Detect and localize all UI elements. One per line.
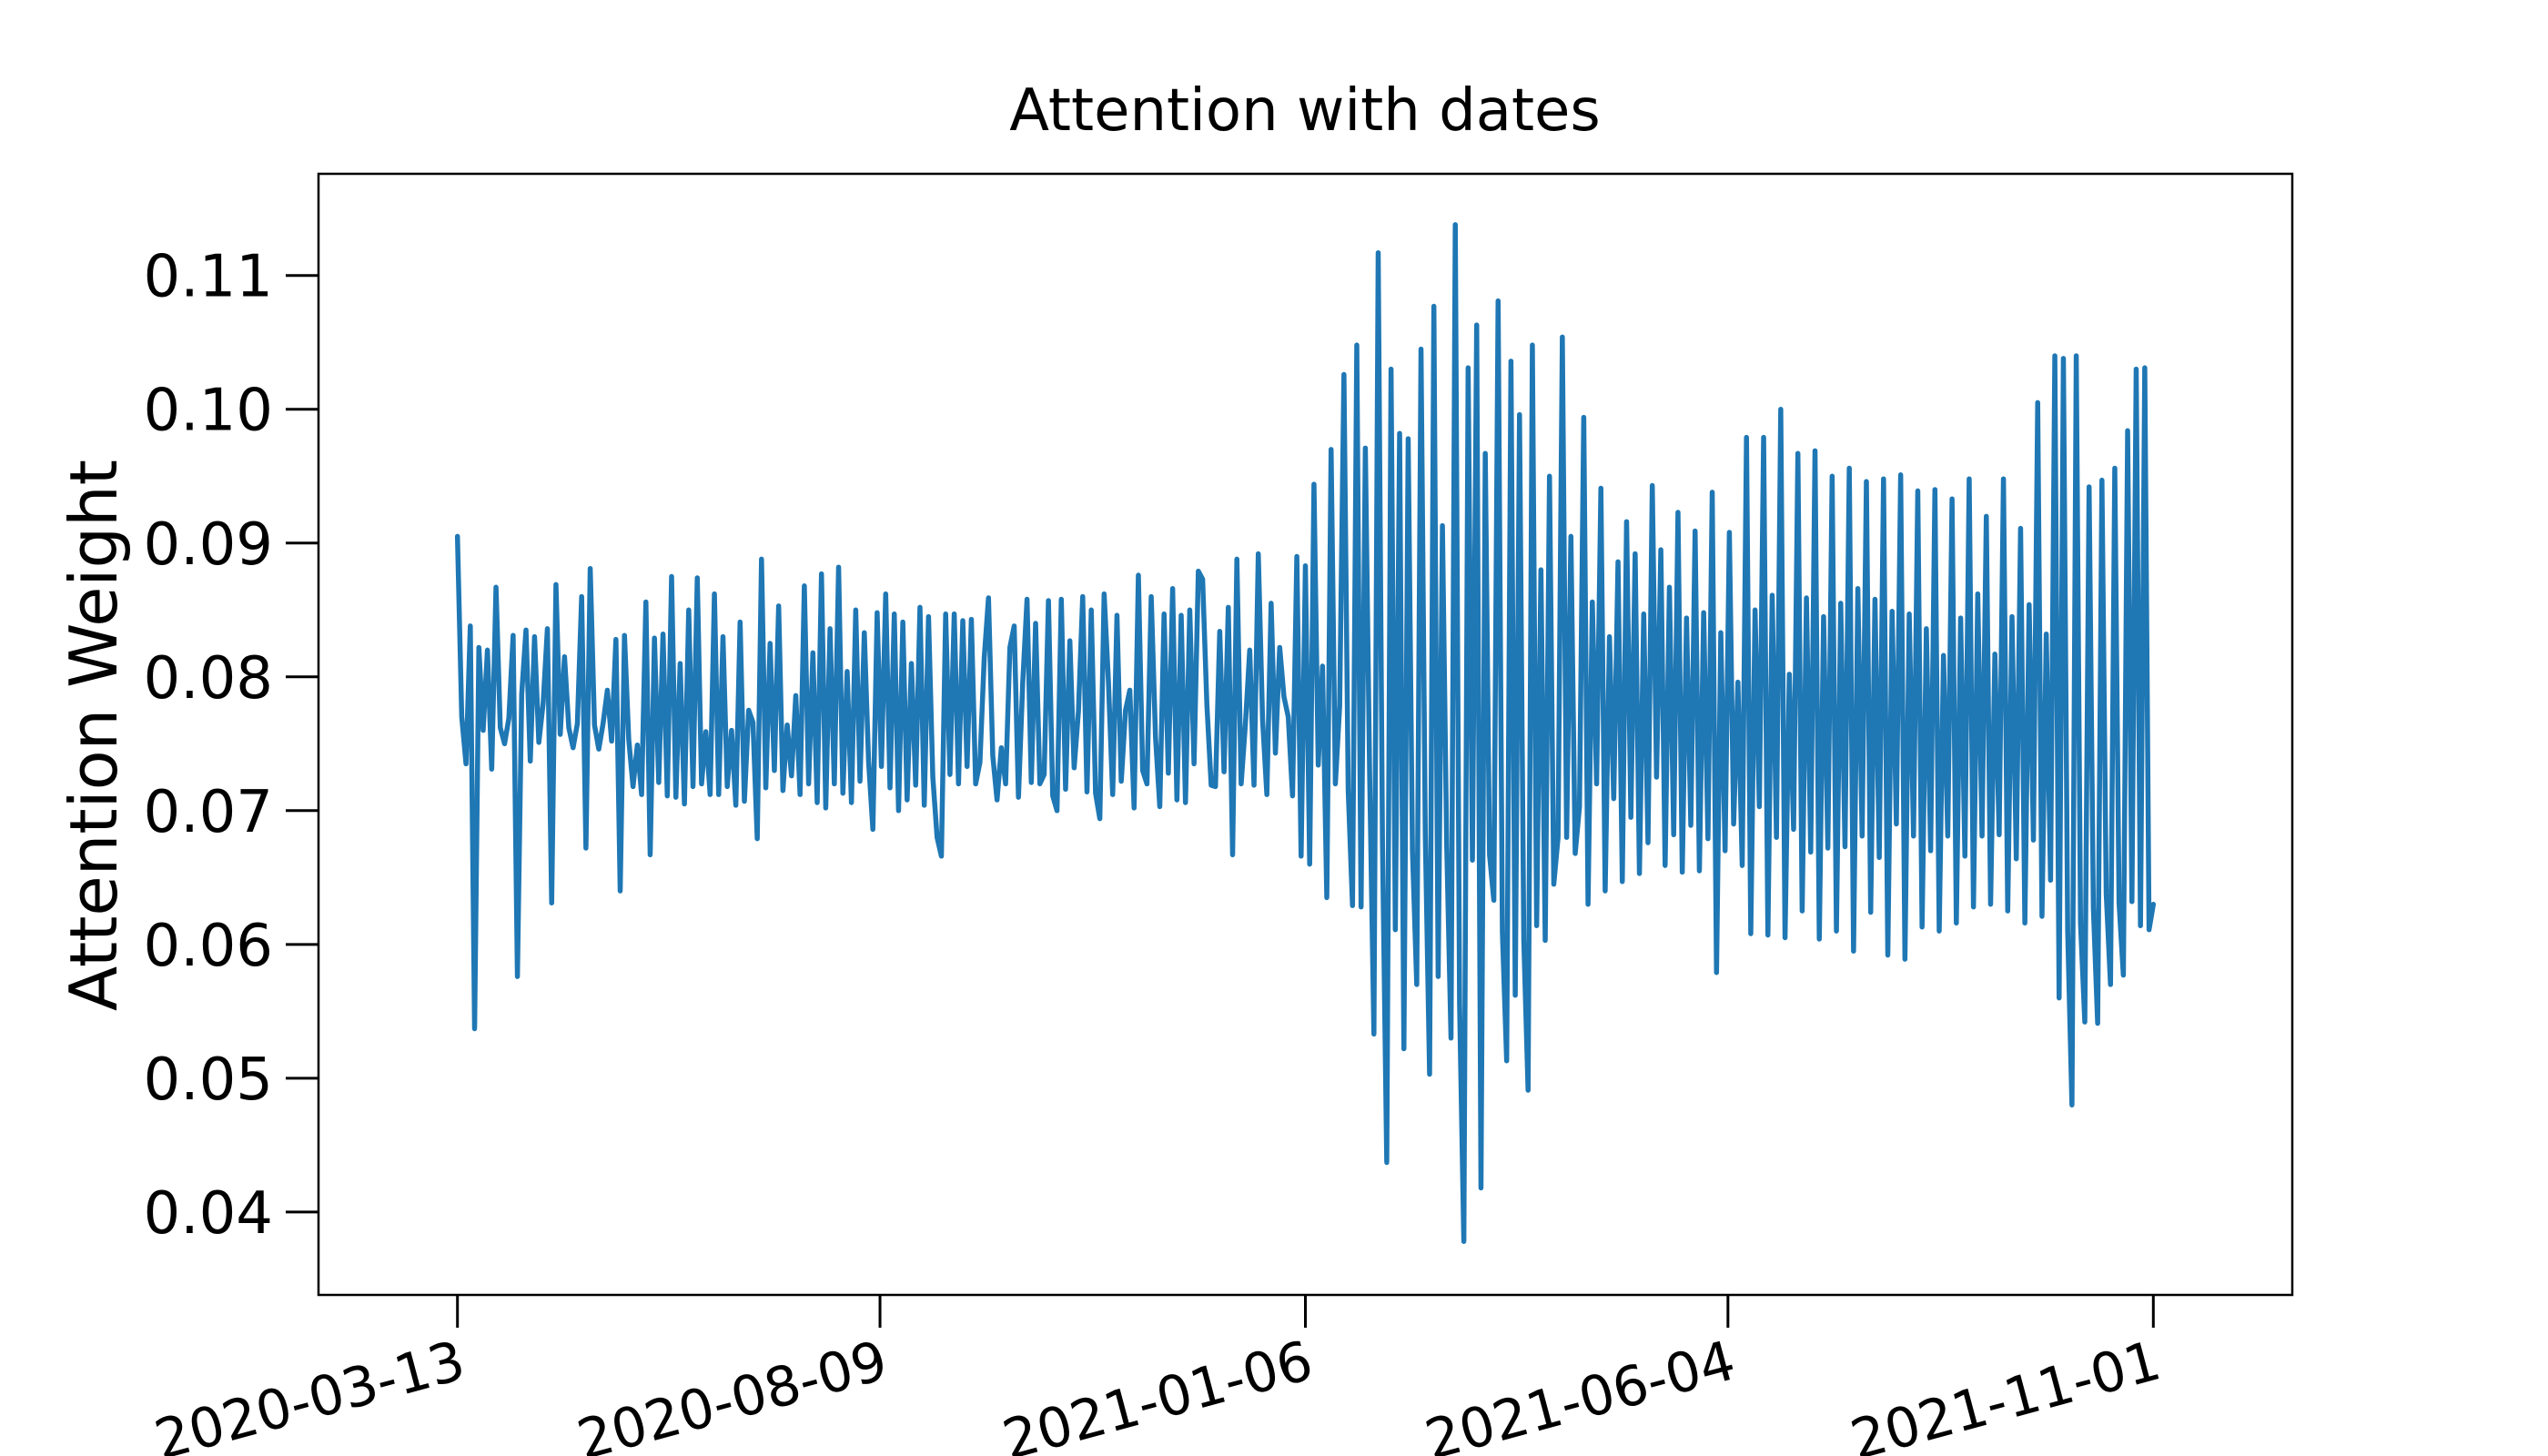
x-tick-label: 2021-06-04 [1419, 1329, 1742, 1456]
x-tick-label: 2021-01-06 [996, 1329, 1320, 1456]
y-axis-label: Attention Weight [56, 460, 132, 1011]
y-tick-label: 0.08 [144, 645, 274, 713]
y-tick-label: 0.05 [144, 1046, 274, 1114]
y-tick-label: 0.06 [144, 913, 274, 980]
x-axis-ticks: 2020-03-13 2020-08-09 2021-01-06 2021-06-04… [148, 1295, 2168, 1456]
x-tick-label: 2020-03-13 [148, 1329, 471, 1456]
x-tick-label: 2021-11-01 [1845, 1329, 2168, 1456]
x-tick-label: 2020-08-09 [571, 1329, 894, 1456]
series-line [454, 222, 2157, 1244]
y-tick-label: 0.10 [144, 378, 274, 445]
y-tick-label: 0.09 [144, 511, 274, 579]
chart-title: Attention with dates [1009, 77, 1601, 145]
y-axis-ticks: 0.04 0.05 0.06 0.07 0.08 0.09 0.10 0.11 [144, 244, 318, 1248]
y-tick-label: 0.07 [144, 779, 274, 846]
y-tick-label: 0.04 [144, 1180, 274, 1248]
series-layer [454, 222, 2157, 1244]
y-tick-label: 0.11 [144, 244, 274, 311]
